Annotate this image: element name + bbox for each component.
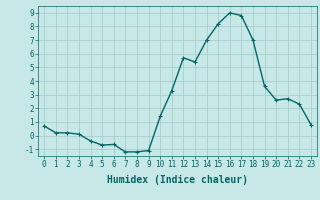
X-axis label: Humidex (Indice chaleur): Humidex (Indice chaleur) bbox=[107, 175, 248, 185]
